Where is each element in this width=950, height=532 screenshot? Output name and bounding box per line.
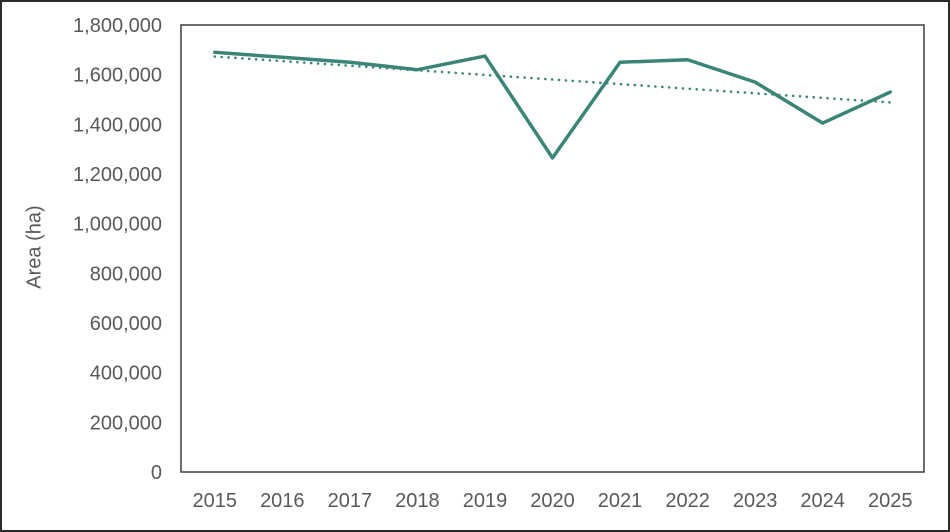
x-tick-label: 2015 xyxy=(193,490,238,512)
y-tick-label: 0 xyxy=(151,462,162,484)
y-tick-label: 200,000 xyxy=(90,412,162,434)
x-tick-label: 2018 xyxy=(395,490,440,512)
y-tick-label: 1,200,000 xyxy=(73,164,162,186)
y-tick-label: 1,400,000 xyxy=(73,114,162,136)
y-tick-label: 800,000 xyxy=(90,263,162,285)
x-tick-label: 2019 xyxy=(463,490,508,512)
x-tick-label: 2022 xyxy=(665,490,710,512)
y-tick-label: 600,000 xyxy=(90,313,162,335)
x-tick-label: 2017 xyxy=(328,490,373,512)
x-tick-label: 2023 xyxy=(733,490,778,512)
x-tick-label: 2025 xyxy=(868,490,913,512)
plot-border xyxy=(180,24,925,473)
x-tick-label: 2020 xyxy=(530,490,575,512)
y-tick-label: 1,000,000 xyxy=(73,214,162,236)
trendline xyxy=(213,55,892,104)
x-tick-label: 2021 xyxy=(598,490,643,512)
y-tick-label: 400,000 xyxy=(90,363,162,385)
x-tick-label: 2016 xyxy=(260,490,305,512)
y-tick-label: 1,800,000 xyxy=(73,15,162,37)
area-series-line xyxy=(213,50,892,160)
x-tick-label: 2024 xyxy=(800,490,845,512)
y-tick-label: 1,600,000 xyxy=(73,65,162,87)
